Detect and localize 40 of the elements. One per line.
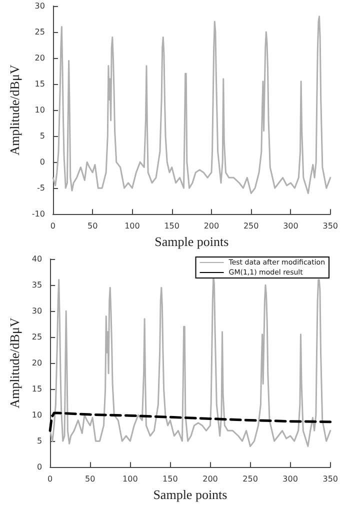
- x-tick-label: 300: [283, 222, 298, 231]
- y-tick-label: 20: [32, 358, 42, 368]
- x-tick-label: 0: [50, 222, 56, 231]
- x-tick-label: 150: [162, 474, 178, 484]
- line-series: [48, 412, 332, 432]
- x-tick-label: 50: [85, 474, 96, 484]
- x-tick-label: 250: [242, 474, 258, 484]
- x-tick-label: 100: [122, 474, 138, 484]
- y-axis-title: Amplitude/dBμV: [7, 317, 22, 408]
- x-tick-label: 0: [48, 474, 53, 484]
- x-tick-label: 50: [88, 222, 98, 231]
- y-tick-label: -10: [32, 210, 45, 219]
- y-tick-label: 20: [34, 54, 45, 63]
- y-tick-label: 5: [40, 132, 45, 141]
- y-tick-label: 5: [36, 436, 42, 446]
- y-tick-label: 15: [32, 384, 42, 394]
- x-tick-label: 350: [322, 222, 338, 231]
- line-series: [52, 16, 332, 194]
- y-tick-label: 0: [36, 462, 42, 472]
- x-tick-label: 200: [202, 474, 218, 484]
- y-axis-title: Amplitude/dBμV: [7, 64, 22, 156]
- x-tick-label: 100: [124, 222, 140, 231]
- x-axis-title: Sample points: [154, 234, 229, 249]
- x-tick-label: 350: [322, 474, 338, 484]
- y-tick-label: 25: [32, 332, 42, 342]
- y-tick-label: 30: [34, 2, 45, 10]
- y-tick-label: -5: [36, 184, 45, 193]
- x-tick-label: 150: [164, 222, 180, 231]
- x-tick-label: 250: [243, 222, 259, 231]
- y-tick-label: 40: [32, 254, 42, 264]
- y-tick-label: 30: [32, 306, 42, 316]
- x-tick-label: 300: [282, 474, 298, 484]
- y-tick-label: 0: [40, 158, 45, 167]
- y-tick-label: 35: [32, 280, 42, 290]
- x-tick-label: 200: [204, 222, 220, 231]
- x-axis-title: Sample points: [153, 487, 228, 502]
- y-tick-label: 10: [32, 410, 42, 420]
- y-tick-label: 10: [34, 106, 45, 115]
- y-tick-label: 15: [34, 80, 45, 89]
- y-tick-label: 25: [34, 28, 45, 37]
